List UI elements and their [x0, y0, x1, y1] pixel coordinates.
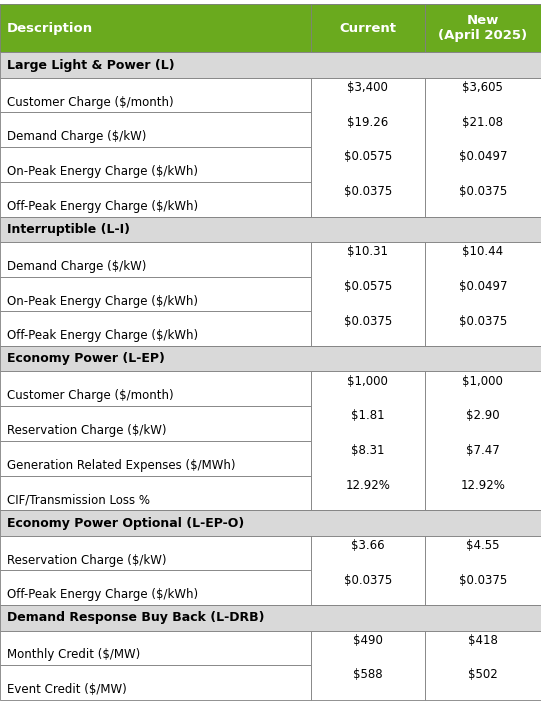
Bar — [311, 4, 425, 52]
Bar — [311, 372, 425, 510]
Text: $0.0497: $0.0497 — [459, 151, 507, 163]
Bar — [311, 536, 425, 605]
Bar — [425, 4, 541, 52]
Text: $0.0375: $0.0375 — [344, 185, 392, 199]
Bar — [0, 476, 311, 510]
Bar — [0, 52, 541, 77]
Text: $0.0575: $0.0575 — [344, 151, 392, 163]
Text: Large Light & Power (L): Large Light & Power (L) — [7, 58, 175, 72]
Text: On-Peak Energy Charge ($/kWh): On-Peak Energy Charge ($/kWh) — [7, 165, 198, 178]
Text: $8.31: $8.31 — [351, 444, 385, 457]
Bar — [0, 277, 311, 311]
Text: $10.31: $10.31 — [347, 245, 388, 258]
Bar — [0, 510, 541, 536]
Text: Event Credit ($/MW): Event Credit ($/MW) — [7, 683, 127, 696]
Text: $3.66: $3.66 — [351, 539, 385, 552]
Bar — [425, 372, 541, 510]
Bar — [311, 242, 425, 346]
Bar — [0, 372, 311, 406]
Text: Interruptible (L-I): Interruptible (L-I) — [7, 223, 130, 236]
Text: Demand Charge ($/kW): Demand Charge ($/kW) — [7, 260, 147, 272]
Bar — [0, 605, 541, 631]
Text: Reservation Charge ($/kW): Reservation Charge ($/kW) — [7, 553, 167, 567]
Bar — [0, 406, 311, 441]
Text: CIF/Transmission Loss %: CIF/Transmission Loss % — [7, 494, 150, 507]
Bar — [0, 346, 541, 372]
Text: Off-Peak Energy Charge ($/kWh): Off-Peak Energy Charge ($/kWh) — [7, 329, 198, 342]
Text: On-Peak Energy Charge ($/kWh): On-Peak Energy Charge ($/kWh) — [7, 294, 198, 308]
Text: $4.55: $4.55 — [466, 539, 499, 552]
Bar — [0, 4, 541, 52]
Text: Demand Response Buy Back (L-DRB): Demand Response Buy Back (L-DRB) — [7, 611, 265, 624]
Bar — [0, 631, 311, 665]
Bar — [0, 441, 311, 476]
Text: Customer Charge ($/month): Customer Charge ($/month) — [7, 96, 174, 108]
Text: $490: $490 — [353, 634, 383, 647]
Bar — [0, 217, 541, 242]
Text: $21.08: $21.08 — [463, 115, 503, 129]
Text: Economy Power (L-EP): Economy Power (L-EP) — [7, 352, 165, 365]
Bar — [425, 536, 541, 605]
Text: $418: $418 — [468, 634, 498, 647]
Bar — [425, 242, 541, 346]
Bar — [0, 242, 311, 277]
Text: $2.90: $2.90 — [466, 410, 500, 422]
Text: $1,000: $1,000 — [463, 375, 503, 388]
Text: $0.0575: $0.0575 — [344, 280, 392, 293]
Text: 12.92%: 12.92% — [346, 479, 390, 492]
Text: $0.0375: $0.0375 — [459, 574, 507, 586]
Bar — [0, 536, 311, 570]
Bar — [0, 182, 311, 217]
Bar — [0, 113, 311, 147]
Text: $0.0375: $0.0375 — [344, 315, 392, 327]
Text: New
(April 2025): New (April 2025) — [438, 14, 527, 42]
Text: $1.81: $1.81 — [351, 410, 385, 422]
Text: Reservation Charge ($/kW): Reservation Charge ($/kW) — [7, 424, 167, 437]
Text: Description: Description — [7, 22, 93, 34]
Text: $0.0375: $0.0375 — [344, 574, 392, 586]
Text: Generation Related Expenses ($/MWh): Generation Related Expenses ($/MWh) — [7, 459, 235, 472]
Text: $0.0497: $0.0497 — [459, 280, 507, 293]
Text: $0.0375: $0.0375 — [459, 315, 507, 327]
Text: Monthly Credit ($/MW): Monthly Credit ($/MW) — [7, 648, 140, 661]
Text: Economy Power Optional (L-EP-O): Economy Power Optional (L-EP-O) — [7, 517, 244, 529]
Text: $502: $502 — [468, 669, 498, 681]
Bar — [311, 631, 425, 700]
Bar — [0, 77, 311, 113]
Bar — [0, 665, 311, 700]
Bar — [0, 147, 311, 182]
Text: $19.26: $19.26 — [347, 115, 388, 129]
Text: $10.44: $10.44 — [462, 245, 504, 258]
Bar — [0, 311, 311, 346]
Bar — [425, 631, 541, 700]
Bar — [0, 570, 311, 605]
Text: Customer Charge ($/month): Customer Charge ($/month) — [7, 389, 174, 402]
Text: Off-Peak Energy Charge ($/kWh): Off-Peak Energy Charge ($/kWh) — [7, 589, 198, 601]
Text: $1,000: $1,000 — [347, 375, 388, 388]
Bar — [311, 77, 425, 217]
Text: 12.92%: 12.92% — [460, 479, 505, 492]
Text: Off-Peak Energy Charge ($/kWh): Off-Peak Energy Charge ($/kWh) — [7, 200, 198, 213]
Text: Demand Charge ($/kW): Demand Charge ($/kW) — [7, 130, 147, 144]
Text: $0.0375: $0.0375 — [459, 185, 507, 199]
Text: $3,400: $3,400 — [347, 81, 388, 94]
Text: Current: Current — [339, 22, 397, 34]
Bar — [0, 4, 541, 52]
Text: $588: $588 — [353, 669, 382, 681]
Text: $3,605: $3,605 — [463, 81, 503, 94]
Text: $7.47: $7.47 — [466, 444, 500, 457]
Bar — [425, 77, 541, 217]
